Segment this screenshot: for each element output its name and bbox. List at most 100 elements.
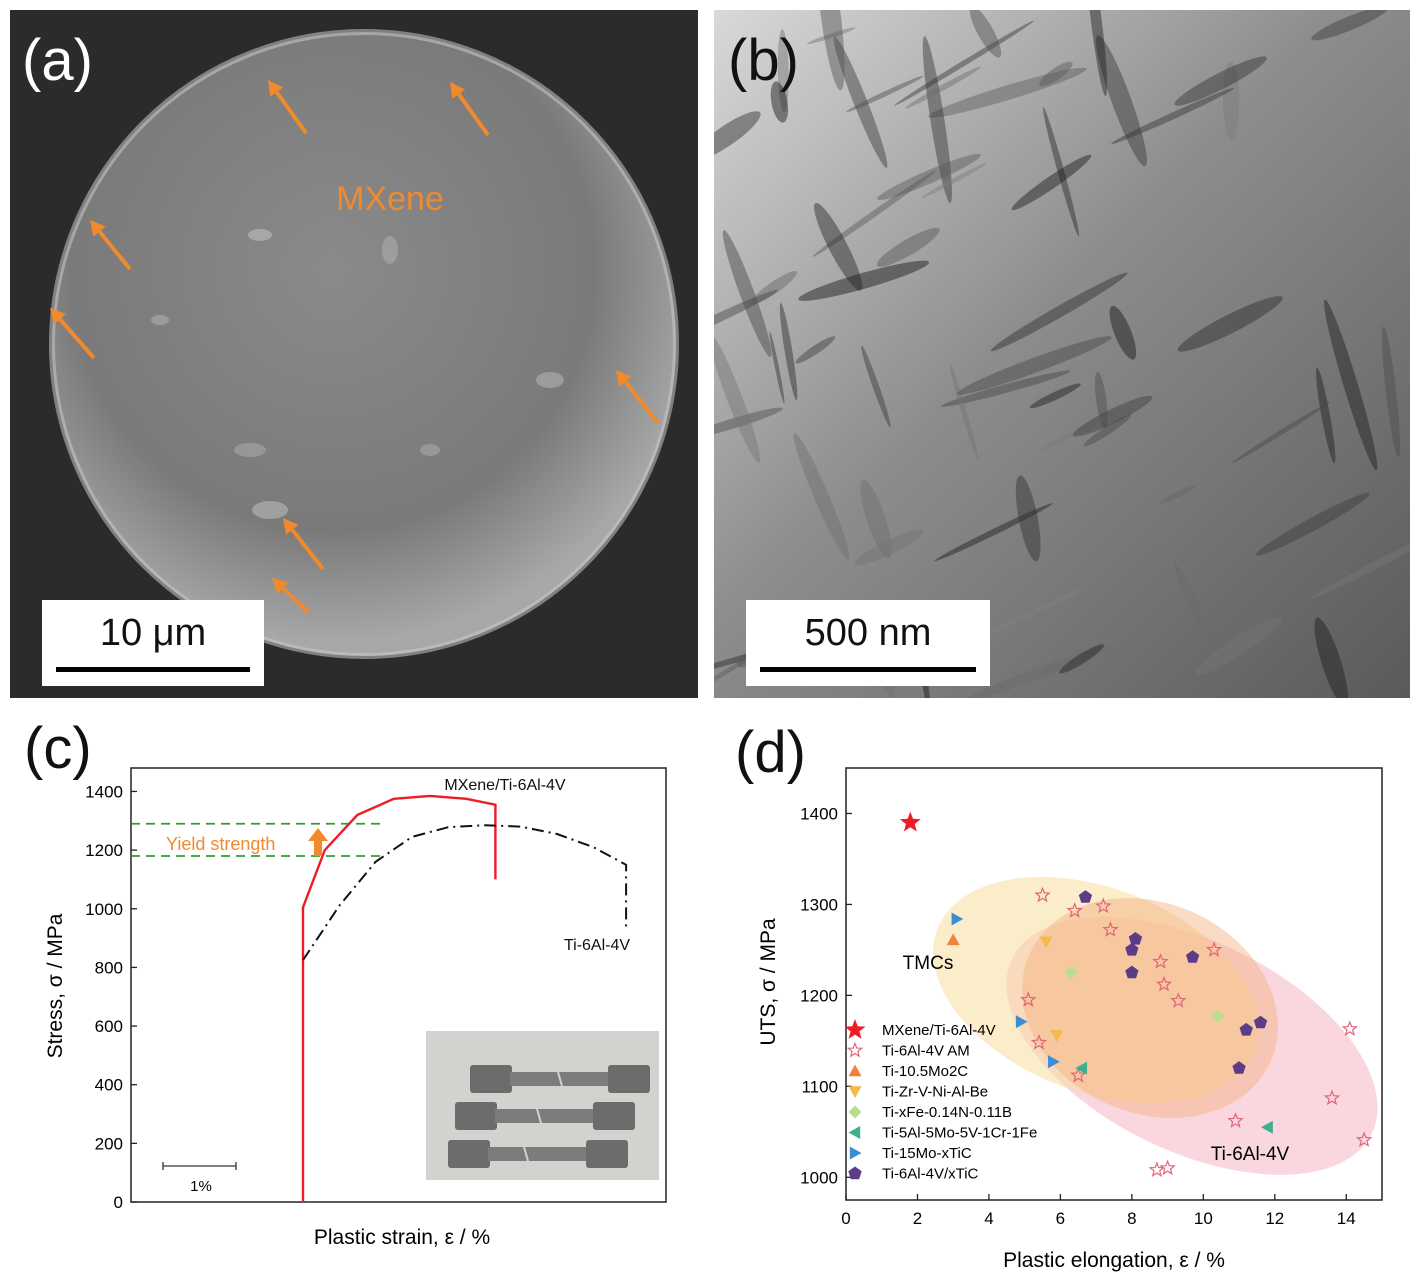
legend-marker — [844, 1019, 866, 1039]
panel-d-label: (d) — [735, 720, 806, 785]
data-point — [1355, 1131, 1373, 1147]
scalebar-a: 10 μm — [42, 600, 264, 686]
legend-label: Ti-5Al-5Mo-5V-1Cr-1Fe — [882, 1125, 1037, 1142]
panel-b-label: (b) — [728, 28, 799, 93]
legend-marker — [848, 1064, 862, 1077]
martensite-laths — [714, 10, 1410, 698]
data-point — [1159, 1159, 1176, 1176]
data-point — [1323, 1089, 1341, 1106]
mxene-arrows — [50, 80, 660, 615]
series-label-mxene: MXene/Ti-6Al-4V — [444, 777, 566, 794]
mxene-arrow-icon — [50, 308, 96, 360]
data-point — [899, 811, 921, 832]
sem-particle-image: MXene — [10, 10, 698, 698]
x-axis-label: Plastic strain, ε / % — [314, 1226, 490, 1249]
legend-item: Ti-5Al-5Mo-5V-1Cr-1Fe — [848, 1125, 1037, 1142]
curve-mxene-ti64 — [301, 794, 497, 1202]
x-tick-label: 2 — [913, 1209, 922, 1228]
data-point — [1227, 1112, 1244, 1128]
y-axis-label: Stress, σ / MPa — [44, 913, 67, 1058]
panel-a-sem-image: MXene (a) 10 μm — [10, 10, 698, 698]
data-point — [1102, 921, 1119, 937]
x-tick-label: 12 — [1265, 1209, 1284, 1228]
legend-label: Ti-xFe-0.14N-0.11B — [882, 1104, 1012, 1121]
region-label-ti64: Ti-6Al-4V — [1211, 1144, 1290, 1165]
y-tick-label: 1200 — [800, 986, 838, 1005]
y-tick-label: 200 — [95, 1134, 123, 1153]
data-point — [1075, 1061, 1088, 1075]
legend-marker — [846, 1041, 864, 1058]
tensile-specimen — [470, 1065, 650, 1093]
yield-strength-label: Yield strength — [166, 834, 275, 854]
legend-item: MXene/Ti-6Al-4V — [844, 1019, 996, 1039]
legend-item: Ti-10.5Mo2C — [848, 1063, 968, 1080]
panel-c-label: (c) — [24, 716, 92, 781]
plot-frame — [845, 767, 1383, 1201]
data-point — [1015, 1015, 1028, 1029]
legend-item: Ti-6Al-4V AM — [846, 1041, 970, 1060]
legend-label: Ti-Zr-V-Ni-Al-Be — [882, 1084, 988, 1101]
tensile-specimen — [448, 1140, 628, 1168]
curve-ti64 — [302, 824, 628, 961]
scalebar-a-text: 10 μm — [99, 612, 207, 654]
legend-marker — [848, 1105, 862, 1119]
y-tick-label: 1400 — [800, 804, 838, 823]
legend-marker — [848, 1126, 861, 1139]
legend-marker — [849, 1146, 862, 1160]
mxene-arrow-icon — [272, 578, 311, 615]
y-tick-label: 1300 — [800, 895, 838, 914]
data-point — [1232, 1061, 1246, 1074]
panel-d-uts-elongation-chart: (d) 0 2 4 6 8 10 12 14 1000 1100 1200 1300 1400 MXen… — [705, 700, 1420, 1285]
legend-label: Ti-15Mo-xTiC — [882, 1145, 972, 1162]
powder-particle — [52, 32, 676, 656]
strain-scale-bar-label: 1% — [190, 1178, 212, 1195]
legend-item: Ti-6Al-4V/xTiC — [848, 1166, 979, 1183]
panel-b-tem-image: (b) 500 nm — [714, 10, 1410, 698]
mxene-arrow-icon — [616, 370, 660, 425]
data-point — [1261, 1120, 1273, 1134]
data-point — [1341, 1020, 1359, 1037]
y-tick-label: 1000 — [85, 900, 123, 919]
data-point — [1125, 965, 1139, 979]
plot-frame — [130, 767, 667, 1203]
x-tick-label: 8 — [1127, 1209, 1136, 1228]
uts-elongation-plot: 0 2 4 6 8 10 12 14 1000 1100 1200 1300 1400 MXene/Ti… — [757, 767, 1383, 1272]
mxene-arrow-icon — [283, 518, 325, 571]
region-label-tmcs: TMCs — [903, 953, 954, 974]
data-point — [1152, 953, 1169, 969]
data-point — [1128, 932, 1143, 945]
data-point — [1019, 991, 1037, 1007]
y-tick-label: 600 — [95, 1017, 123, 1036]
x-tick-label: 14 — [1337, 1209, 1356, 1228]
panel-a-label: (a) — [22, 28, 93, 93]
x-tick-label: 0 — [841, 1209, 850, 1228]
mxene-annotation: MXene — [336, 180, 444, 218]
legend-label: Ti-6Al-4V/xTiC — [882, 1166, 979, 1183]
data-point — [1034, 886, 1051, 903]
data-point — [1125, 942, 1139, 956]
y-tick-label: 400 — [95, 1076, 123, 1095]
legend-marker — [848, 1086, 862, 1098]
data-point — [1205, 941, 1223, 957]
stress-strain-plot: 0 200 400 600 800 1000 1200 1400 Yield strength… — [44, 767, 667, 1249]
data-point — [1039, 936, 1053, 949]
legend-label: Ti-10.5Mo2C — [882, 1063, 968, 1080]
y-tick-label: 0 — [114, 1193, 123, 1212]
data-point — [1050, 1030, 1064, 1042]
scalebar-b: 500 nm — [746, 600, 990, 686]
data-point — [1211, 1009, 1225, 1023]
data-point — [1186, 950, 1200, 963]
data-point — [946, 933, 960, 946]
x-tick-label: 4 — [984, 1209, 993, 1228]
tensile-specimen-photo — [426, 1031, 659, 1180]
scalebar-b-text: 500 nm — [804, 612, 932, 654]
mxene-arrow-icon — [268, 80, 308, 135]
panel-c-stress-strain-chart: (c) 0 200 400 600 800 1000 1200 1400 Yield stre… — [0, 700, 705, 1285]
y-tick-label: 1100 — [801, 1077, 838, 1096]
data-point — [1170, 992, 1187, 1008]
data-point — [1148, 1161, 1166, 1178]
data-point — [1095, 897, 1112, 914]
series-label-ti64: Ti-6Al-4V — [564, 937, 630, 954]
data-point — [951, 912, 964, 926]
data-point — [1064, 966, 1078, 980]
